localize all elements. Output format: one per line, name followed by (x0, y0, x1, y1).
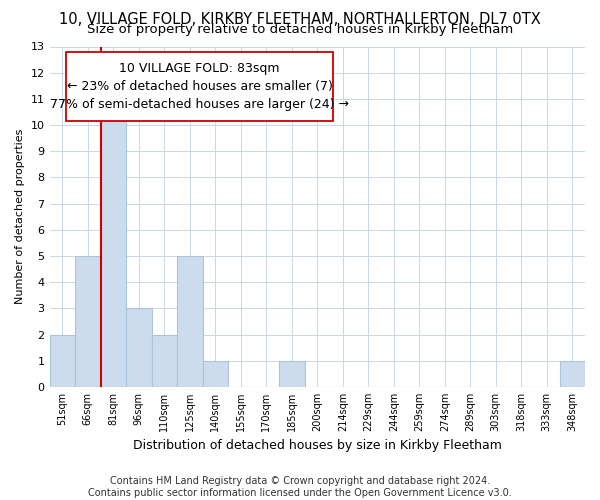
Bar (152, 334, 177, 387)
Text: Size of property relative to detached houses in Kirkby Fleetham: Size of property relative to detached ho… (87, 24, 513, 36)
Bar (75, 256, 101, 387)
Bar (203, 360, 228, 387)
Bar (279, 360, 305, 387)
Y-axis label: Number of detached properties: Number of detached properties (15, 129, 25, 304)
Text: 10 VILLAGE FOLD: 83sqm
← 23% of detached houses are smaller (7)
77% of semi-deta: 10 VILLAGE FOLD: 83sqm ← 23% of detached… (50, 62, 349, 111)
Bar (50, 334, 75, 387)
FancyBboxPatch shape (65, 52, 334, 122)
Text: Contains HM Land Registry data © Crown copyright and database right 2024.
Contai: Contains HM Land Registry data © Crown c… (88, 476, 512, 498)
X-axis label: Distribution of detached houses by size in Kirkby Fleetham: Distribution of detached houses by size … (133, 440, 502, 452)
Bar (560, 360, 585, 387)
Bar (177, 256, 203, 387)
Text: 10, VILLAGE FOLD, KIRKBY FLEETHAM, NORTHALLERTON, DL7 0TX: 10, VILLAGE FOLD, KIRKBY FLEETHAM, NORTH… (59, 12, 541, 26)
Bar (101, 99, 126, 387)
Bar (126, 308, 152, 387)
